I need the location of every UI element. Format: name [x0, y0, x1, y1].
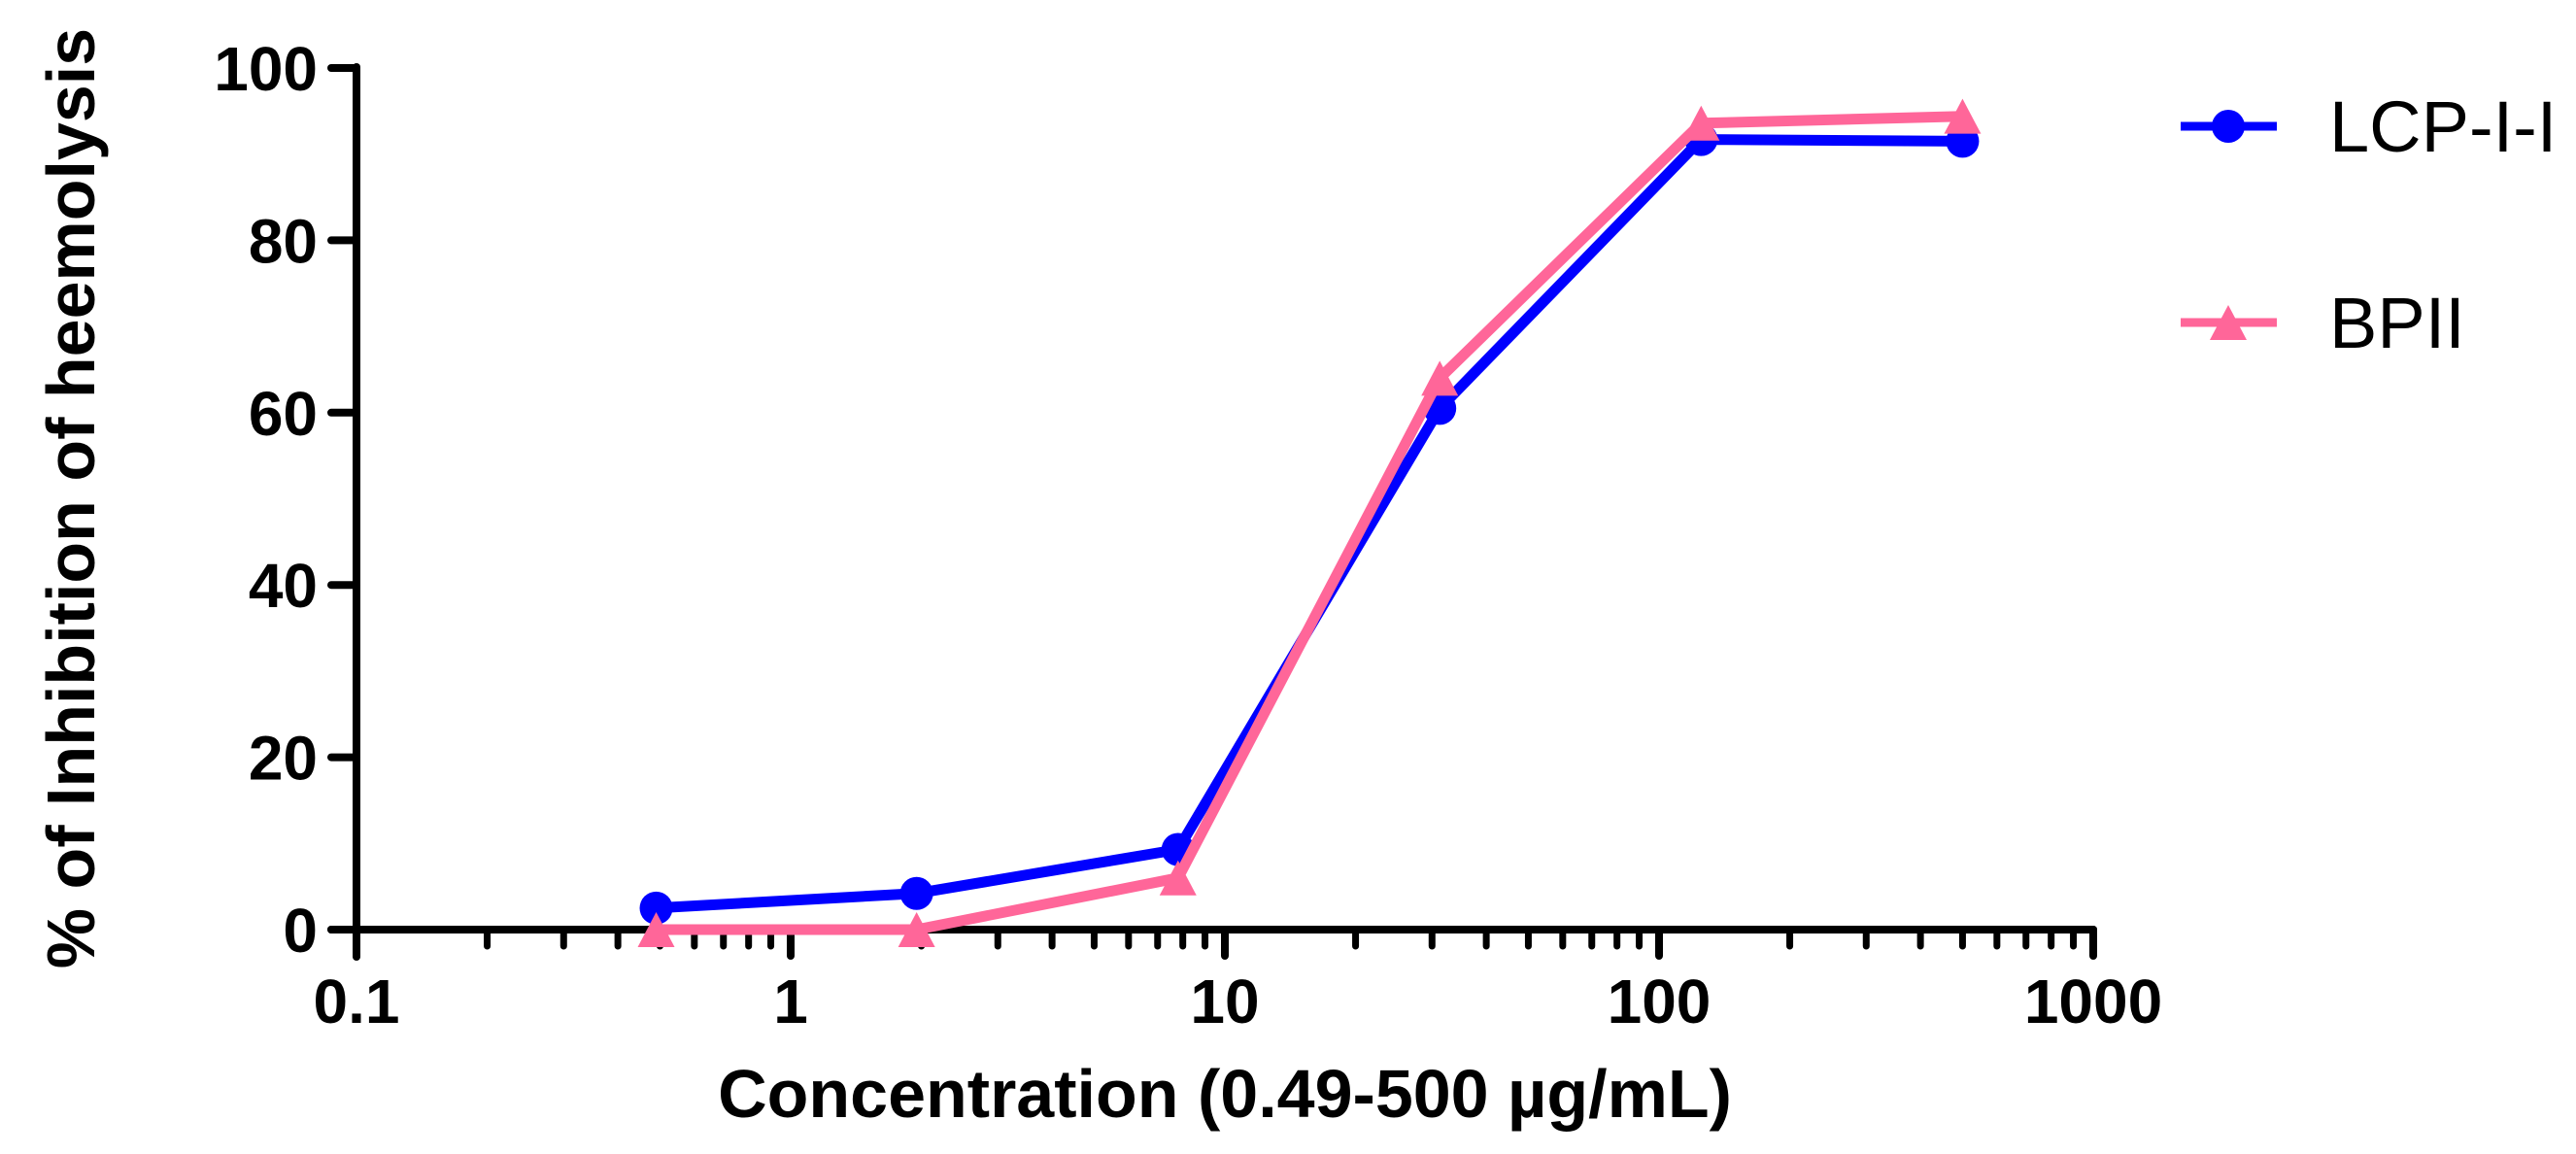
y-tick-label: 20 [249, 724, 318, 794]
triangle-marker-icon [1944, 98, 1982, 134]
triangle-marker-icon [637, 912, 675, 947]
circle-marker-icon [899, 876, 933, 910]
triangle-marker-icon [2210, 305, 2247, 340]
triangle-marker-icon [898, 912, 935, 947]
y-tick-label: 40 [249, 551, 318, 621]
y-tick-label: 60 [249, 379, 318, 449]
triangle-marker-icon [1159, 860, 1197, 896]
triangle-marker-icon [1682, 105, 1720, 141]
y-tick-label: 100 [214, 34, 318, 104]
series-line [656, 111, 1963, 935]
y-tick-label: 0 [283, 896, 318, 966]
series-line [656, 134, 1963, 914]
legend: LCP-I-I BPII [2181, 86, 2557, 363]
series-lcp-i-i [639, 122, 1980, 925]
x-axis: 0.1 1 10 100 1000 [314, 926, 2162, 1036]
x-tick-label: 10 [1190, 967, 1259, 1036]
y-axis: 0 20 40 60 80 100 [214, 34, 360, 966]
triangle-marker-icon [1421, 360, 1459, 396]
series-bpii [637, 98, 1982, 947]
plot-area [637, 98, 1982, 947]
legend-item: LCP-I-I [2181, 86, 2557, 167]
x-tick-label: 0.1 [314, 967, 400, 1036]
x-axis-title: Concentration (0.49-500 µg/mL) [718, 1056, 1732, 1132]
x-tick-label: 1 [773, 967, 808, 1036]
circle-marker-icon [639, 891, 673, 925]
x-tick-label: 100 [1608, 967, 1712, 1036]
x-tick-label: 1000 [2024, 967, 2162, 1036]
y-axis-title: % of Inhibition of heemolysis [33, 28, 109, 968]
legend-item: BPII [2181, 283, 2465, 363]
y-tick-label: 80 [249, 206, 318, 276]
circle-marker-icon [2212, 110, 2245, 143]
legend-label: BPII [2329, 283, 2465, 363]
legend-label: LCP-I-I [2329, 86, 2557, 167]
